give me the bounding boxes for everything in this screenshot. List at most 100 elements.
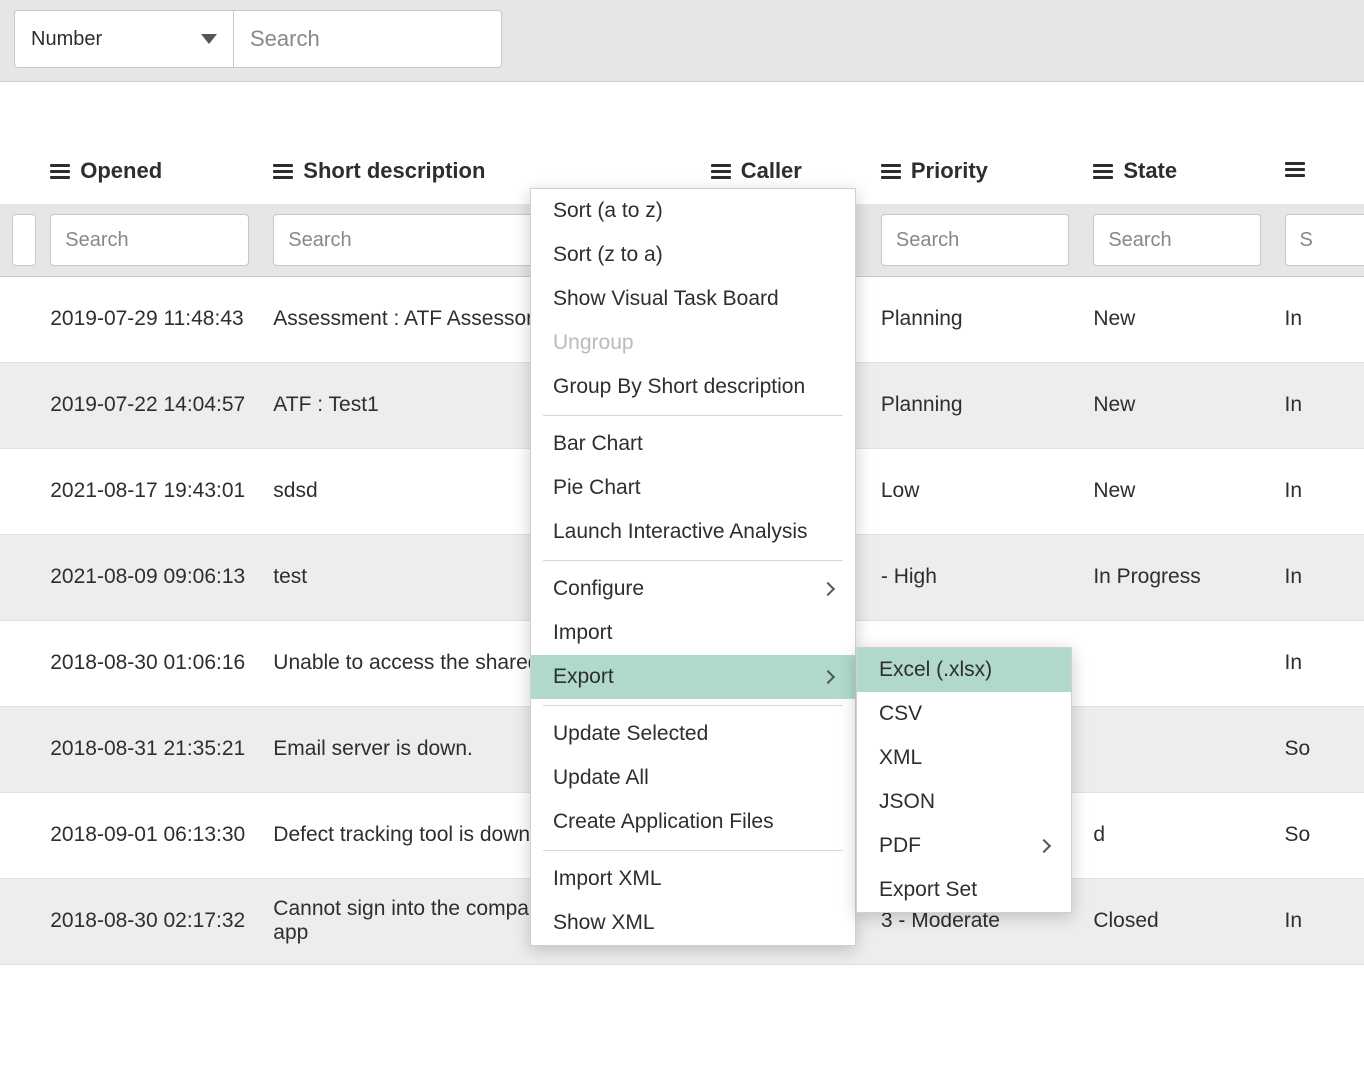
submenu-item[interactable]: JSON xyxy=(857,780,1071,824)
table-cell: New xyxy=(1081,448,1272,534)
table-cell: 2019-07-29 11:48:43 xyxy=(38,276,261,362)
menu-item-label: Launch Interactive Analysis xyxy=(553,520,807,544)
column-header-opened[interactable]: Opened xyxy=(38,142,261,204)
menu-item-label: Create Application Files xyxy=(553,810,774,834)
hamburger-icon xyxy=(881,161,901,182)
table-cell: 2018-09-01 06:13:30 xyxy=(38,792,261,878)
context-menu[interactable]: Sort (a to z) Sort (z to a) Show Visual Ta… xyxy=(530,188,856,946)
table-cell: So xyxy=(1273,706,1364,792)
table-cell: Planning xyxy=(869,276,1081,362)
search-input-opened[interactable] xyxy=(50,214,249,266)
menu-item-label: Ungroup xyxy=(553,331,634,355)
table-cell: 2018-08-30 02:17:32 xyxy=(38,878,261,964)
submenu-item[interactable]: PDF xyxy=(857,824,1071,868)
table-cell: New xyxy=(1081,276,1272,362)
table-cell: 2021-08-09 09:06:13 xyxy=(38,534,261,620)
submenu-item[interactable]: CSV xyxy=(857,692,1071,736)
submenu-item-label: PDF xyxy=(879,834,921,858)
menu-item[interactable]: Export xyxy=(531,655,855,699)
hamburger-icon xyxy=(711,161,731,182)
table-cell: In xyxy=(1273,362,1364,448)
menu-item-label: Sort (a to z) xyxy=(553,199,663,223)
submenu-item-label: XML xyxy=(879,746,922,770)
table-cell xyxy=(0,276,38,362)
search-input[interactable] xyxy=(234,10,502,68)
table-cell: In xyxy=(1273,878,1364,964)
menu-item[interactable]: Import XML xyxy=(531,857,855,901)
menu-item-label: Show Visual Task Board xyxy=(553,287,779,311)
table-cell: New xyxy=(1081,362,1272,448)
submenu-item-label: JSON xyxy=(879,790,935,814)
submenu-item[interactable]: Excel (.xlsx) xyxy=(857,648,1071,692)
menu-item[interactable]: Group By Short description xyxy=(531,365,855,409)
submenu-item-label: Excel (.xlsx) xyxy=(879,658,992,682)
menu-separator xyxy=(543,415,843,416)
menu-item-label: Import xyxy=(553,621,613,645)
menu-item-label: Sort (z to a) xyxy=(553,243,663,267)
toolbar: Number xyxy=(0,0,1364,82)
menu-separator xyxy=(543,560,843,561)
table-cell: Planning xyxy=(869,362,1081,448)
menu-item[interactable]: Show XML xyxy=(531,901,855,945)
menu-item-label: Group By Short description xyxy=(553,375,805,399)
menu-item[interactable]: Configure xyxy=(531,567,855,611)
table-cell xyxy=(0,448,38,534)
menu-item-label: Show XML xyxy=(553,911,655,935)
hamburger-icon xyxy=(1285,159,1305,180)
search-input-priority[interactable] xyxy=(881,214,1069,266)
menu-item[interactable]: Update All xyxy=(531,756,855,800)
table-cell xyxy=(0,792,38,878)
chevron-right-icon xyxy=(821,670,835,684)
menu-item-label: Pie Chart xyxy=(553,476,641,500)
menu-item-label: Bar Chart xyxy=(553,432,643,456)
table-cell xyxy=(0,362,38,448)
table-cell: In xyxy=(1273,448,1364,534)
menu-item[interactable]: Pie Chart xyxy=(531,466,855,510)
menu-item-label: Import XML xyxy=(553,867,662,891)
submenu-item[interactable]: Export Set xyxy=(857,868,1071,912)
submenu-item-label: CSV xyxy=(879,702,922,726)
menu-item-label: Configure xyxy=(553,577,644,601)
menu-item[interactable]: Show Visual Task Board xyxy=(531,277,855,321)
menu-item[interactable]: Bar Chart xyxy=(531,422,855,466)
search-input-state[interactable] xyxy=(1093,214,1260,266)
table-cell: Closed xyxy=(1081,878,1272,964)
menu-item[interactable]: Create Application Files xyxy=(531,800,855,844)
table-cell: In xyxy=(1273,534,1364,620)
table-cell: - High xyxy=(869,534,1081,620)
hamburger-icon xyxy=(273,161,293,182)
menu-item[interactable]: Sort (a to z) xyxy=(531,189,855,233)
filter-field-select[interactable]: Number xyxy=(14,10,234,68)
table-cell: So xyxy=(1273,792,1364,878)
menu-item: Ungroup xyxy=(531,321,855,365)
submenu-item-label: Export Set xyxy=(879,878,977,902)
menu-separator xyxy=(543,850,843,851)
menu-item-label: Export xyxy=(553,665,614,689)
hamburger-icon xyxy=(1093,161,1113,182)
menu-item[interactable]: Launch Interactive Analysis xyxy=(531,510,855,554)
table-cell: 2021-08-17 19:43:01 xyxy=(38,448,261,534)
menu-item[interactable]: Sort (z to a) xyxy=(531,233,855,277)
menu-item-label: Update Selected xyxy=(553,722,708,746)
submenu-item[interactable]: XML xyxy=(857,736,1071,780)
menu-item[interactable]: Update Selected xyxy=(531,712,855,756)
column-header-state[interactable]: State xyxy=(1081,142,1272,204)
search-input-pad[interactable] xyxy=(12,214,36,266)
table-cell xyxy=(0,878,38,964)
chevron-down-icon xyxy=(201,34,217,44)
table-cell: 2018-08-31 21:35:21 xyxy=(38,706,261,792)
export-submenu[interactable]: Excel (.xlsx) CSV XML JSON PDF Export Set xyxy=(856,647,1072,913)
chevron-right-icon xyxy=(1037,839,1051,853)
menu-item-label: Update All xyxy=(553,766,649,790)
table-cell xyxy=(1081,620,1272,706)
menu-item[interactable]: Import xyxy=(531,611,855,655)
column-header-priority[interactable]: Priority xyxy=(869,142,1081,204)
table-cell: d xyxy=(1081,792,1272,878)
table-cell: In Progress xyxy=(1081,534,1272,620)
search-input-extra[interactable] xyxy=(1285,214,1364,266)
table-cell: 2018-08-30 01:06:16 xyxy=(38,620,261,706)
column-header-extra[interactable] xyxy=(1273,142,1364,204)
hamburger-icon xyxy=(50,161,70,182)
filter-field-value: Number xyxy=(31,28,102,51)
chevron-right-icon xyxy=(821,582,835,596)
